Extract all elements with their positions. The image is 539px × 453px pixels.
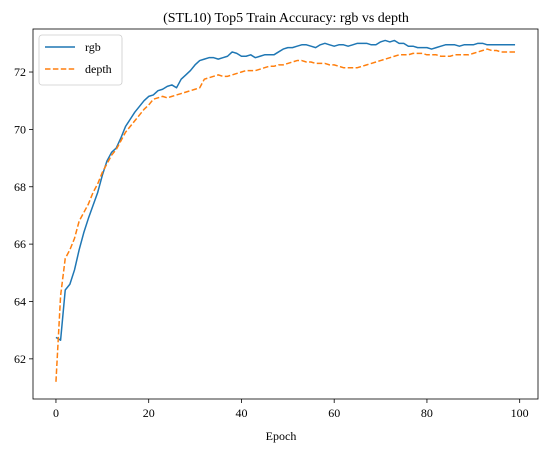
y-tick-label: 62 [14, 352, 26, 366]
x-tick-label: 0 [53, 406, 59, 420]
y-axis: 62 64 66 68 70 72 [14, 65, 33, 366]
x-axis: 0 20 40 60 80 100 [53, 399, 529, 420]
legend-box [38, 34, 123, 86]
legend: rgb depth [38, 34, 123, 86]
x-tick-label: 60 [328, 406, 340, 420]
y-tick-label: 68 [14, 180, 26, 194]
x-axis-label: Epoch [266, 429, 297, 443]
series-line-rgb [55, 39, 516, 341]
y-tick-label: 70 [14, 122, 26, 136]
x-tick-label: 40 [235, 406, 247, 420]
y-tick-label: 66 [14, 237, 26, 251]
series-layer [55, 39, 516, 382]
x-tick-label: 100 [511, 406, 529, 420]
y-tick-label: 64 [14, 294, 26, 308]
y-tick-label: 72 [14, 65, 26, 79]
legend-label-depth: depth [85, 62, 112, 76]
plot-frame [32, 28, 539, 400]
legend-label-rgb: rgb [85, 40, 101, 54]
chart-title: (STL10) Top5 Train Accuracy: rgb vs dept… [163, 11, 409, 26]
x-tick-label: 80 [421, 406, 433, 420]
x-tick-label: 20 [143, 406, 155, 420]
